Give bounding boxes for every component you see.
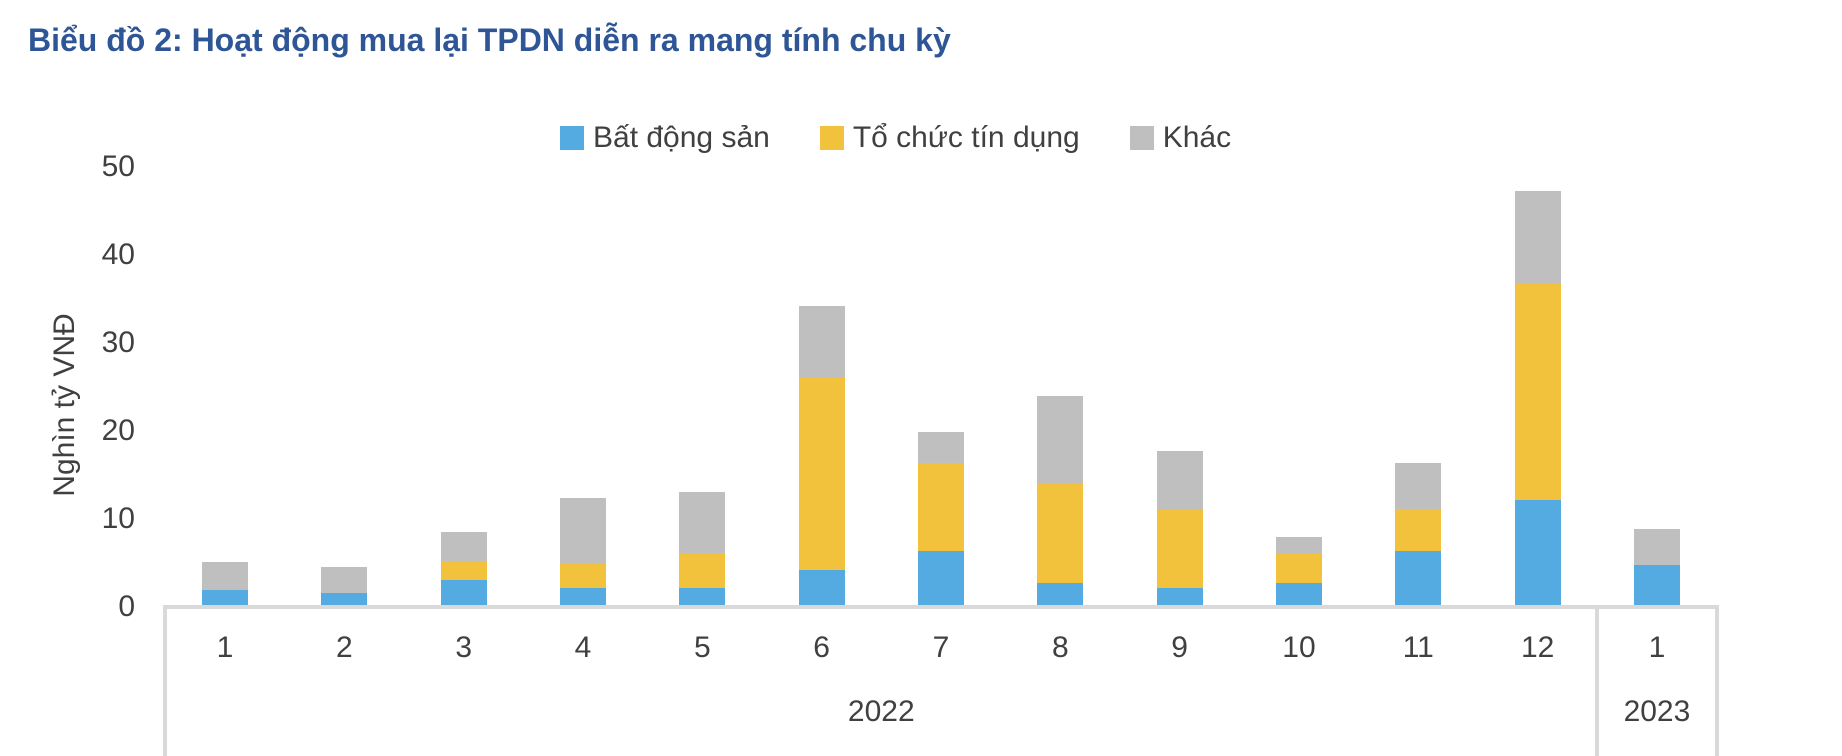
bar-2022-1 [202,0,248,607]
legend: Bất động sản Tổ chức tín dụng Khác [560,118,1231,158]
bar-segment-Bất động sản [1633,564,1680,607]
bar-segment-Bất động sản [798,569,845,607]
y-tick-label: 40 [101,237,135,271]
x-tick-label-2022-8: 8 [1051,631,1069,664]
x-tick-label-2022-6: 6 [813,631,830,664]
bar-segment-Khác [798,305,845,378]
bar-segment-Bất động sản [1514,499,1561,607]
bar-2022-4 [559,0,606,607]
bar-segment-Bất động sản [917,551,964,607]
bar-2022-11 [1395,0,1442,607]
bar-segment-Tổ chức tín dụng [1514,283,1561,500]
legend-item-to-chuc-tin-dung: Tổ chức tín dụng [819,121,1080,155]
bar-segment-Khác [440,532,487,562]
bar-segment-Tổ chức tín dụng [440,561,487,580]
bar-2022-12 [1514,0,1561,607]
bar-segment-Khác [559,497,606,563]
axis-panel-right-border [1715,605,1719,756]
x-tick-label-2023-1: 1 [1648,631,1666,664]
bar-segment-Bất động sản [1275,583,1322,607]
legend-label: Khác [1162,121,1232,154]
y-tick-label: 30 [101,325,135,359]
legend-label: Bất động sản [593,121,770,154]
bar-segment-Bất động sản [559,588,606,607]
y-axis-title: Nghìn tỷ VNĐ [48,313,81,497]
bar-segment-Tổ chức tín dụng [1156,510,1203,589]
legend-swatch-blue-icon [560,126,584,150]
bar-segment-Bất động sản [1156,588,1203,607]
bar-segment-Tổ chức tín dụng [917,462,964,552]
x-tick-label-2022-1: 1 [216,631,234,664]
bar-segment-Khác [679,491,726,554]
bar-segment-Khác [1395,462,1442,510]
bar-segment-Khác [202,562,248,591]
bar-2022-9 [1156,0,1203,607]
bar-segment-Khác [1156,451,1203,511]
bar-segment-Tổ chức tín dụng [1395,509,1442,551]
bar-segment-Bất động sản [440,579,487,607]
bar-2022-2 [321,0,368,607]
bar-2022-10 [1275,0,1322,607]
year-label-2023: 2023 [1623,695,1691,728]
bar-2022-8 [1037,0,1084,607]
x-axis-baseline [163,605,1719,609]
bar-segment-Bất động sản [679,587,726,607]
bar-segment-Khác [1633,528,1680,565]
bar-segment-Bất động sản [202,590,248,607]
bar-segment-Bất động sản [1037,583,1084,607]
bar-2022-6 [798,0,845,607]
axis-panel-separator-2022-2023 [1595,605,1599,756]
bar-segment-Tổ chức tín dụng [1037,483,1084,584]
legend-label: Tổ chức tín dụng [852,121,1080,154]
bar-segment-Bất động sản [1395,550,1442,607]
y-tick-label: 10 [101,501,135,535]
legend-item-khac: Khác [1129,121,1232,155]
bar-segment-Tổ chức tín dụng [1275,554,1322,584]
bar-segment-Bất động sản [321,592,368,607]
legend-swatch-yellow-icon [819,126,844,150]
year-label-2022: 2022 [847,695,915,728]
x-tick-label-2022-9: 9 [1171,631,1188,664]
bar-segment-Khác [321,567,368,593]
x-tick-label-2022-4: 4 [574,631,592,664]
chart-title: Biểu đồ 2: Hoạt động mua lại TPDN diễn r… [28,22,951,58]
bar-2023-1 [1633,0,1680,607]
bar-segment-Khác [1514,191,1561,284]
x-tick-label-2022-12: 12 [1520,631,1555,664]
x-tick-label-2022-10: 10 [1282,631,1316,664]
bar-2022-3 [440,0,487,607]
x-tick-label-2022-3: 3 [455,631,472,664]
bar-2022-5 [679,0,726,607]
legend-swatch-gray-icon [1129,126,1154,150]
y-tick-label: 50 [101,149,135,183]
bar-2022-7 [917,0,964,607]
axis-panel-left-border [163,605,167,756]
bar-segment-Tổ chức tín dụng [679,553,726,588]
bar-segment-Khác [1275,536,1322,555]
x-tick-label-2022-7: 7 [932,631,950,664]
bar-segment-Khác [917,431,964,463]
y-tick-label: 0 [118,590,135,623]
x-tick-label-2022-2: 2 [335,631,353,664]
x-tick-label-2022-11: 11 [1402,631,1434,664]
bar-segment-Tổ chức tín dụng [559,562,606,589]
y-tick-label: 20 [101,413,135,447]
legend-item-bat-dong-san: Bất động sản [560,121,770,155]
x-tick-label-2022-5: 5 [693,631,711,664]
bar-segment-Tổ chức tín dụng [798,377,845,570]
bar-segment-Khác [1037,395,1084,484]
